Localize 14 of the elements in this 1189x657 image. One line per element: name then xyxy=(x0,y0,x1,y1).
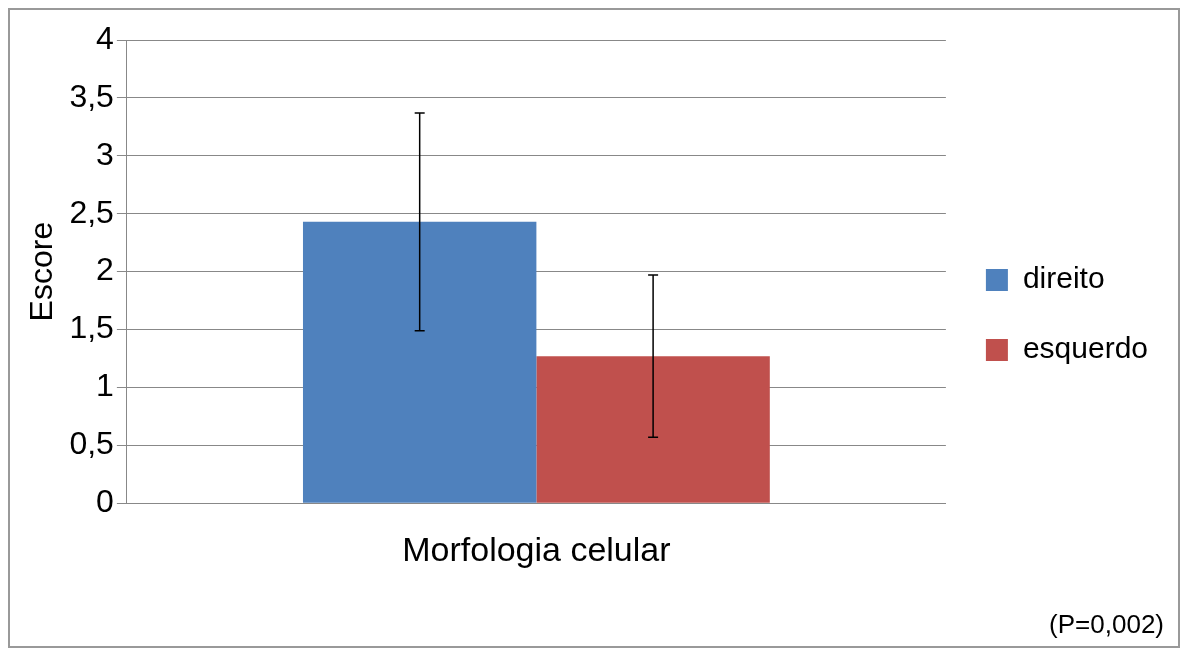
y-tick-label: 1,5 xyxy=(69,309,114,346)
y-tick-label: 4 xyxy=(96,19,114,56)
y-tick-label: 1 xyxy=(96,367,114,404)
y-tick-label: 2,5 xyxy=(69,193,114,230)
y-tick-label: 3 xyxy=(96,135,114,172)
y-axis-title: Escore xyxy=(23,221,60,322)
text: (P=0,002) xyxy=(1049,609,1164,640)
y-tick-label: 0,5 xyxy=(69,425,114,462)
legend-label: direito xyxy=(1022,261,1105,295)
y-tick-label: 3,5 xyxy=(69,77,114,114)
y-tick-label: 0 xyxy=(96,483,114,520)
x-tick-label: Morfologia celular xyxy=(402,529,671,568)
legend-label: esquerdo xyxy=(1022,331,1149,365)
y-tick-label: 2 xyxy=(96,251,114,288)
